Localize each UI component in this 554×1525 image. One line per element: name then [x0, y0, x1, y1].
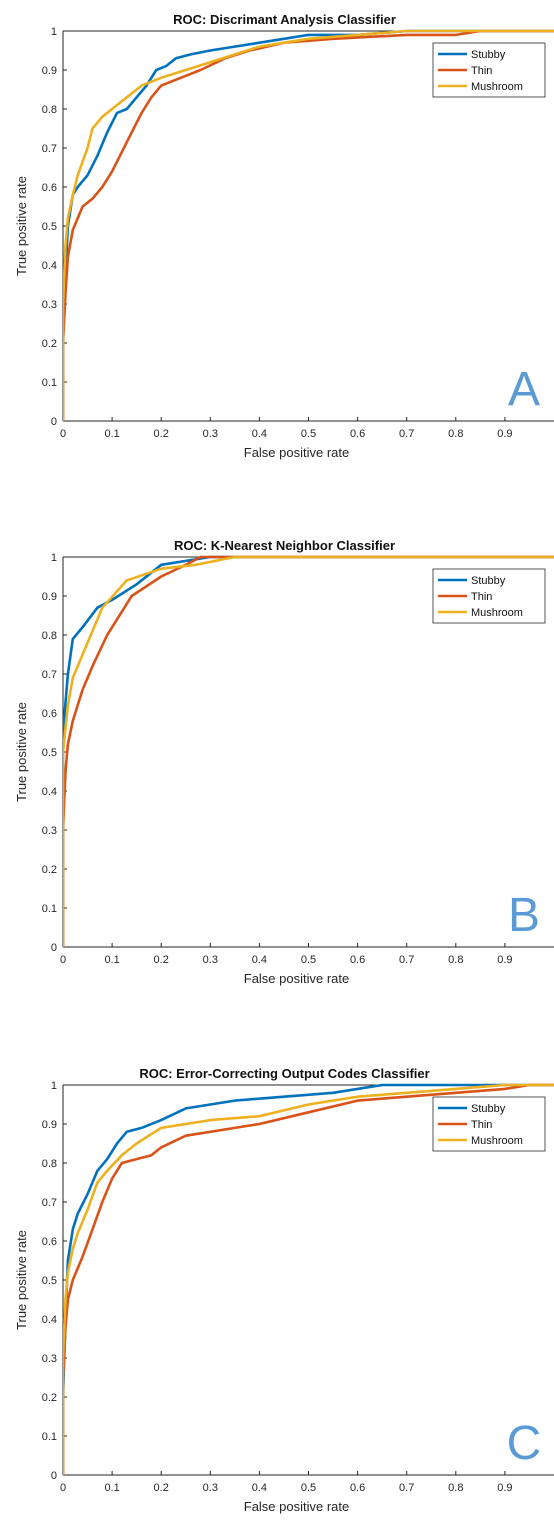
- series-line-mushroom: [63, 29, 554, 421]
- chart-title: ROC: K-Nearest Neighbor Classifier: [174, 538, 395, 553]
- x-tick-label: 0.2: [154, 1482, 169, 1494]
- y-axis-label: True positive rate: [14, 702, 29, 802]
- x-tick-label: 0.8: [448, 954, 463, 966]
- y-tick-label: 0.3: [42, 1353, 57, 1365]
- x-tick-label: 0.6: [350, 1482, 365, 1494]
- y-tick-label: 0.3: [42, 299, 57, 311]
- y-tick-label: 0.2: [42, 1392, 57, 1404]
- x-axis-label: False positive rate: [244, 971, 350, 986]
- x-tick-label: 0.5: [301, 954, 316, 966]
- legend-label: Stubby: [471, 1103, 506, 1115]
- x-tick-label: 0.2: [154, 954, 169, 966]
- legend-label: Thin: [471, 1119, 492, 1131]
- y-tick-label: 0.7: [42, 669, 57, 681]
- y-tick-label: 0.8: [42, 630, 57, 642]
- x-tick-label: 0: [60, 954, 66, 966]
- x-tick-label: 0.9: [497, 428, 512, 440]
- legend-label: Thin: [471, 591, 492, 603]
- chart-panel-2: ROC: K-Nearest Neighbor Classifier 0 0.1 0.…: [14, 538, 554, 986]
- y-tick-label: 0.5: [42, 221, 57, 233]
- y-tick-label: 0.1: [42, 1431, 57, 1443]
- x-axis-label: False positive rate: [244, 1499, 350, 1514]
- y-axis-label: True positive rate: [14, 176, 29, 276]
- plot-area: [63, 29, 554, 421]
- series-line-stubby: [63, 1083, 554, 1475]
- legend-label: Thin: [471, 65, 492, 77]
- y-tick-label: 0.4: [42, 260, 57, 272]
- panel-letter: B: [508, 889, 540, 942]
- legend-label: Mushroom: [471, 607, 523, 619]
- panel-letter: A: [508, 363, 540, 416]
- y-tick-label: 0.1: [42, 903, 57, 915]
- x-tick-label: 0.9: [497, 1482, 512, 1494]
- legend-label: Stubby: [471, 575, 506, 587]
- y-tick-label: 0.2: [42, 338, 57, 350]
- x-tick-label: 0.2: [154, 428, 169, 440]
- y-tick-label: 1: [51, 1080, 57, 1092]
- x-axis-label: False positive rate: [244, 445, 350, 460]
- x-tick-label: 0.3: [203, 954, 218, 966]
- x-tick-label: 0.6: [350, 954, 365, 966]
- plot-area: [63, 1083, 554, 1475]
- y-tick-label: 0: [51, 942, 57, 954]
- y-tick-label: 1: [51, 26, 57, 38]
- plot-area: [63, 555, 554, 947]
- y-tick-label: 0.6: [42, 1236, 57, 1248]
- x-tick-label: 0.1: [104, 1482, 119, 1494]
- chart-panel-3: ROC: Error-Correcting Output Codes Class…: [14, 1066, 554, 1514]
- x-tick-label: 0.1: [104, 954, 119, 966]
- x-tick-label: 0.4: [252, 954, 267, 966]
- x-tick-label: 0.7: [399, 428, 414, 440]
- legend-label: Mushroom: [471, 1135, 523, 1147]
- chart-panel-1: ROC: Discrimant Analysis Classifier 0 0.1 0…: [14, 12, 554, 460]
- y-tick-label: 1: [51, 552, 57, 564]
- y-tick-label: 0.9: [42, 591, 57, 603]
- y-tick-label: 0.9: [42, 65, 57, 77]
- y-tick-label: 0.5: [42, 1275, 57, 1287]
- series-line-thin: [63, 1083, 554, 1475]
- y-tick-label: 0.6: [42, 708, 57, 720]
- y-tick-label: 0.8: [42, 1158, 57, 1170]
- y-axis-label: True positive rate: [14, 1230, 29, 1330]
- chart-title: ROC: Error-Correcting Output Codes Class…: [139, 1066, 429, 1081]
- x-tick-label: 0.3: [203, 1482, 218, 1494]
- panel-letter: C: [507, 1417, 542, 1470]
- x-tick-label: 0.8: [448, 1482, 463, 1494]
- y-tick-label: 0.7: [42, 143, 57, 155]
- x-tick-label: 0: [60, 428, 66, 440]
- x-tick-label: 0.8: [448, 428, 463, 440]
- x-tick-label: 0.4: [252, 428, 267, 440]
- series-line-thin: [63, 29, 554, 421]
- y-tick-label: 0.7: [42, 1197, 57, 1209]
- series-line-mushroom: [63, 555, 554, 947]
- y-tick-label: 0.4: [42, 786, 57, 798]
- y-tick-label: 0: [51, 1470, 57, 1482]
- chart-title: ROC: Discrimant Analysis Classifier: [173, 12, 396, 27]
- x-tick-label: 0.9: [497, 954, 512, 966]
- x-tick-label: 0.7: [399, 954, 414, 966]
- series-line-mushroom: [63, 1083, 554, 1475]
- y-tick-label: 0.5: [42, 747, 57, 759]
- x-tick-label: 0.4: [252, 1482, 267, 1494]
- y-tick-label: 0.3: [42, 825, 57, 837]
- x-tick-label: 0.1: [104, 428, 119, 440]
- legend-label: Stubby: [471, 49, 506, 61]
- x-tick-label: 0.3: [203, 428, 218, 440]
- x-tick-label: 0: [60, 1482, 66, 1494]
- y-tick-label: 0.2: [42, 864, 57, 876]
- x-tick-label: 0.7: [399, 1482, 414, 1494]
- y-tick-label: 0.4: [42, 1314, 57, 1326]
- y-tick-label: 0.6: [42, 182, 57, 194]
- x-tick-label: 0.6: [350, 428, 365, 440]
- y-tick-label: 0.8: [42, 104, 57, 116]
- y-tick-label: 0: [51, 416, 57, 428]
- x-tick-label: 0.5: [301, 428, 316, 440]
- legend-label: Mushroom: [471, 81, 523, 93]
- y-tick-label: 0.9: [42, 1119, 57, 1131]
- y-tick-label: 0.1: [42, 377, 57, 389]
- x-tick-label: 0.5: [301, 1482, 316, 1494]
